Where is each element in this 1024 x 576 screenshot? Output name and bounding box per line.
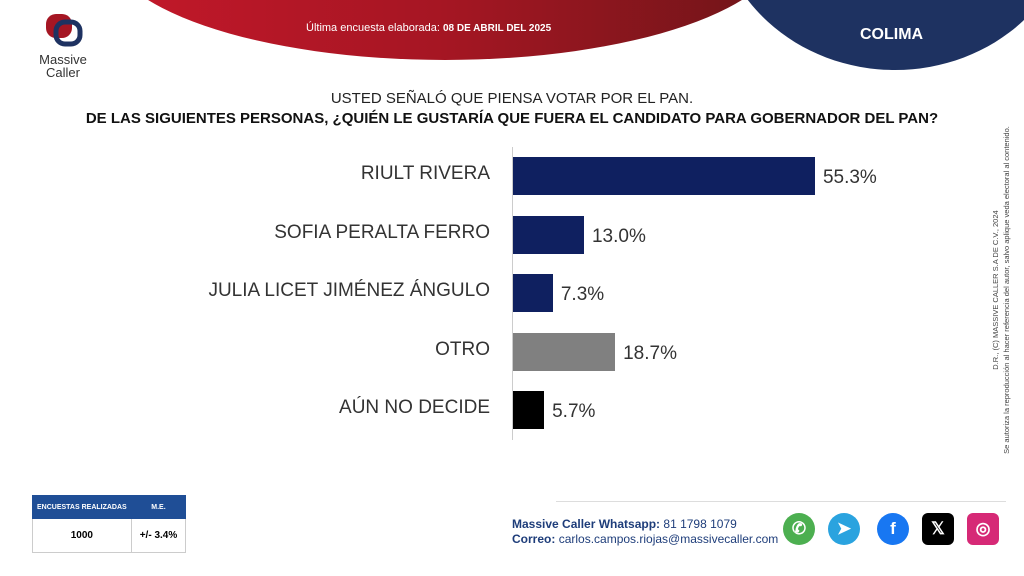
category-label: SOFIA PERALTA FERRO (274, 221, 490, 243)
legal-notice: D.R., (C) MASSIVE CALLER S.A DE C.V., 20… (991, 126, 1011, 454)
logo-icon (46, 14, 83, 47)
email-link[interactable]: carlos.campos.riojas@massivecaller.com (558, 532, 779, 546)
category-label: JULIA LICET JIMÉNEZ ÁNGULO (208, 280, 490, 301)
whatsapp-number[interactable]: 81 1798 1079 (663, 517, 737, 531)
telegram-icon[interactable]: ➤ (828, 513, 860, 545)
bar (513, 157, 815, 195)
instagram-icon[interactable]: ◎ (967, 513, 999, 545)
whatsapp-icon[interactable]: ✆ (783, 513, 815, 545)
contact-info: Massive Caller Whatsapp: 81 1798 1079 Co… (512, 517, 779, 546)
margin-value: +/- 3.4% (130, 518, 187, 553)
region-label: COLIMA (860, 26, 924, 43)
surveys-value: 1000 (32, 518, 132, 553)
data-label: 13.0% (591, 225, 646, 247)
bar (513, 274, 553, 312)
facebook-icon[interactable]: f (877, 513, 909, 545)
category-label: AÚN NO DECIDE (339, 397, 490, 418)
data-label: 5.7% (552, 401, 596, 422)
data-label: 18.7% (623, 342, 677, 364)
logo-text: Massive (39, 52, 87, 67)
surveys-header: ENCUESTAS REALIZADAS (32, 495, 132, 519)
question-title: DE LAS SIGUIENTES PERSONAS, ¿QUIÉN LE GU… (85, 110, 939, 127)
category-label: RIULT RIVERA (360, 163, 490, 184)
bar (513, 215, 584, 254)
category-label: OTRO (435, 338, 490, 360)
bar (513, 391, 545, 429)
divider (556, 501, 1006, 502)
stats-table: ENCUESTAS REALIZADAS M.E. 1000 +/- 3.4% (32, 495, 187, 553)
bar (513, 332, 616, 371)
logo-text: Caller (46, 65, 80, 80)
question-intro: USTED SEÑALÓ QUE PIENSA VOTAR POR EL PAN… (330, 90, 694, 107)
margin-header: M.E. (130, 495, 187, 519)
logo: Massive Caller (30, 12, 96, 79)
data-label: 55.3% (822, 167, 877, 188)
x-icon[interactable]: 𝕏 (922, 513, 954, 545)
survey-date: Última encuesta elaborada: 08 DE ABRIL D… (306, 22, 552, 34)
data-label: 7.3% (560, 284, 605, 305)
chart-axis (512, 147, 513, 440)
